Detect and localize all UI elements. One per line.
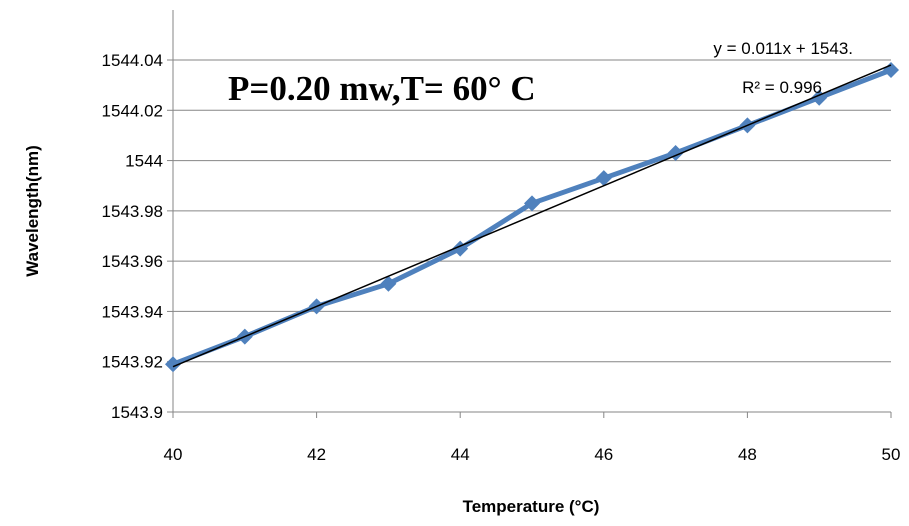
y-tick-label: 1544.04 [102,51,163,70]
trendline-r-squared: R² = 0.996 [742,78,822,97]
y-tick-label: 1543.94 [102,302,163,321]
x-axis-ticks: 40 42 44 46 48 50 [164,412,901,464]
y-tick-label: 1544.02 [102,101,163,120]
trendline [172,64,892,368]
x-tick-label: 44 [451,445,470,464]
y-tick-label: 1543.96 [102,252,163,271]
data-point-marker [380,275,397,292]
annotation-label: P=0.20 mw,T= 60° C [228,69,536,108]
x-tick-label: 50 [882,445,901,464]
x-tick-label: 42 [307,445,326,464]
trendline-equation: y = 0.011x + 1543. [713,39,853,58]
x-tick-label: 46 [594,445,613,464]
y-axis-ticks: 1543.9 1543.92 1543.94 1543.96 1543.98 1544 15… [102,51,173,422]
trendline-group [172,64,892,368]
y-tick-label: 1543.9 [111,403,163,422]
data-point-marker [524,195,540,212]
series-line [170,67,894,367]
y-axis-title: Wavelength(nm) [23,145,42,277]
gridlines [173,59,891,363]
data-point-marker [883,62,899,79]
x-tick-label: 48 [738,445,757,464]
x-axis-title: Temperature (°C) [463,497,600,516]
x-tick-label: 40 [164,445,183,464]
y-tick-label: 1544 [125,152,163,171]
data-point-marker [165,356,181,373]
data-point-marker [595,170,612,187]
y-tick-label: 1543.98 [102,202,163,221]
y-tick-label: 1543.92 [102,353,163,372]
